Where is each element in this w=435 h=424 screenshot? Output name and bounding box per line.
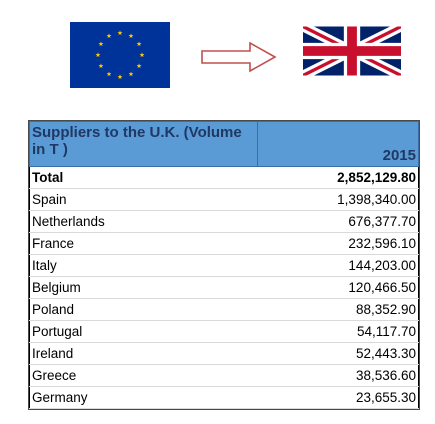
eu-star-icon [95, 52, 101, 58]
table-row: Ireland 52,443.30 [29, 342, 419, 365]
row-value: 232,596.10 [257, 232, 419, 255]
eu-star-icon [98, 41, 104, 47]
row-value: 52,443.30 [257, 342, 419, 365]
eu-star-icon [136, 63, 142, 69]
row-value: 676,377.70 [257, 210, 419, 233]
row-value: 144,203.00 [257, 254, 419, 277]
row-country: Belgium [29, 276, 258, 299]
eu-star-icon [136, 41, 142, 47]
eu-star-icon [106, 71, 112, 77]
table-header-row: Suppliers to the U.K. (Volume in T ) 201… [29, 121, 419, 167]
row-country: Netherlands [29, 210, 258, 233]
table-row: Italy 144,203.00 [29, 254, 419, 277]
eu-flag-icon [70, 22, 170, 88]
header-year: 2015 [257, 121, 419, 167]
table-row: Poland 88,352.90 [29, 298, 419, 321]
row-country: Poland [29, 298, 258, 321]
eu-star-icon [117, 74, 123, 80]
table-row: Germany 23,655.30 [29, 386, 419, 409]
eu-star-icon [106, 33, 112, 39]
suppliers-table: Suppliers to the U.K. (Volume in T ) 201… [28, 120, 420, 410]
row-value: 23,655.30 [257, 386, 419, 409]
table-row: Netherlands 676,377.70 [29, 210, 419, 233]
row-country: Total [29, 166, 258, 189]
row-country: Germany [29, 386, 258, 409]
row-country: France [29, 232, 258, 255]
row-country: Italy [29, 254, 258, 277]
table-row: France 232,596.10 [29, 232, 419, 255]
row-value: 88,352.90 [257, 298, 419, 321]
eu-star-icon [98, 63, 104, 69]
table-row-total: Total 2,852,129.80 [29, 166, 419, 189]
row-value: 38,536.60 [257, 364, 419, 387]
uk-flag-icon [303, 26, 401, 76]
eu-star-icon [128, 33, 134, 39]
table-row: Spain 1,398,340.00 [29, 188, 419, 211]
eu-star-icon [117, 30, 123, 36]
row-value: 1,398,340.00 [257, 188, 419, 211]
eu-star-icon [139, 52, 145, 58]
table-row: Portugal 54,117.70 [29, 320, 419, 343]
row-country: Ireland [29, 342, 258, 365]
header-label: Suppliers to the U.K. (Volume in T ) [29, 121, 258, 167]
row-country: Spain [29, 188, 258, 211]
eu-star-icon [128, 71, 134, 77]
row-country: Greece [29, 364, 258, 387]
table-row: Belgium 120,466.50 [29, 276, 419, 299]
right-arrow-icon [201, 41, 277, 73]
table-row: Greece 38,536.60 [29, 364, 419, 387]
row-country: Portugal [29, 320, 258, 343]
row-value: 120,466.50 [257, 276, 419, 299]
row-value: 2,852,129.80 [257, 166, 419, 189]
row-value: 54,117.70 [257, 320, 419, 343]
